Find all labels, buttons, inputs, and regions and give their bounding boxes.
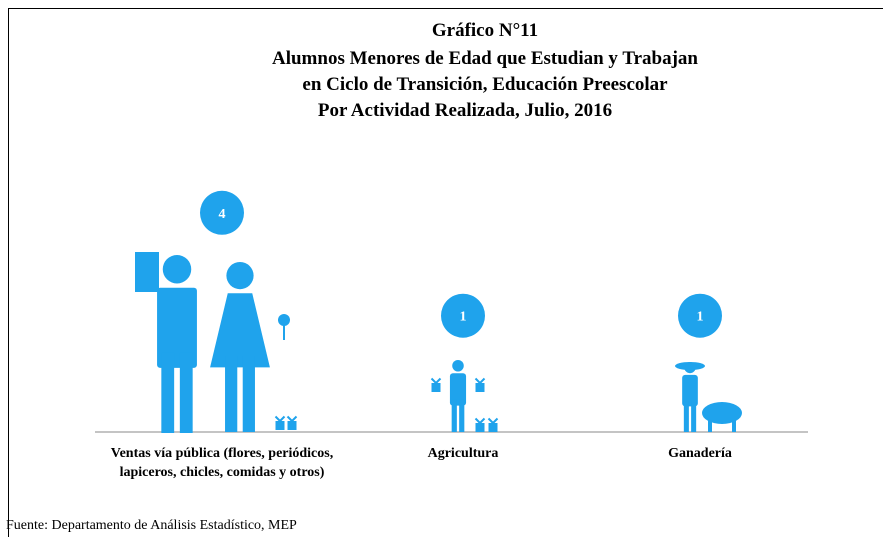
category-label: Ganadería (585, 444, 815, 463)
icon (684, 401, 689, 433)
value-label: 1 (460, 310, 467, 325)
icon (691, 401, 696, 433)
icon (243, 356, 255, 433)
icon (489, 423, 498, 432)
icon (288, 421, 297, 430)
icon (489, 419, 498, 424)
icon (708, 418, 712, 432)
icon (476, 379, 485, 384)
icon (288, 417, 297, 422)
subtitle: Por Actividad Realizada, Julio, 2016 (140, 100, 790, 122)
category-label: Agricultura (348, 444, 578, 463)
icon (163, 255, 191, 283)
icon (226, 262, 253, 289)
subtitle: en Ciclo de Transición, Educación Preesc… (160, 74, 810, 96)
icon (476, 419, 485, 424)
value-label: 1 (697, 310, 704, 325)
icon (278, 314, 290, 326)
icon (225, 356, 237, 433)
icon (135, 252, 159, 292)
icon (459, 400, 464, 432)
page: 4 1 1 Gráfico N°11 Alumnos Menores de Edad… (0, 0, 883, 537)
icon (675, 362, 705, 370)
subtitle: Alumnos Menores de Edad que Estudian y T… (160, 48, 810, 70)
icon (476, 423, 485, 432)
icon (452, 360, 464, 372)
icon (732, 418, 736, 432)
icon (276, 417, 285, 422)
icon (452, 400, 457, 432)
icon (432, 383, 441, 392)
icon (210, 293, 270, 367)
icon (432, 379, 441, 384)
icon (276, 421, 285, 430)
category-label: Ventas vía pública (flores, periódicos, … (107, 444, 337, 482)
icon (161, 353, 174, 433)
icon (476, 383, 485, 392)
value-label: 4 (219, 207, 226, 222)
source: Fuente: Departamento de Análisis Estadís… (6, 518, 297, 534)
chart-title: Gráfico N°11 (160, 20, 810, 42)
icon (180, 353, 193, 433)
